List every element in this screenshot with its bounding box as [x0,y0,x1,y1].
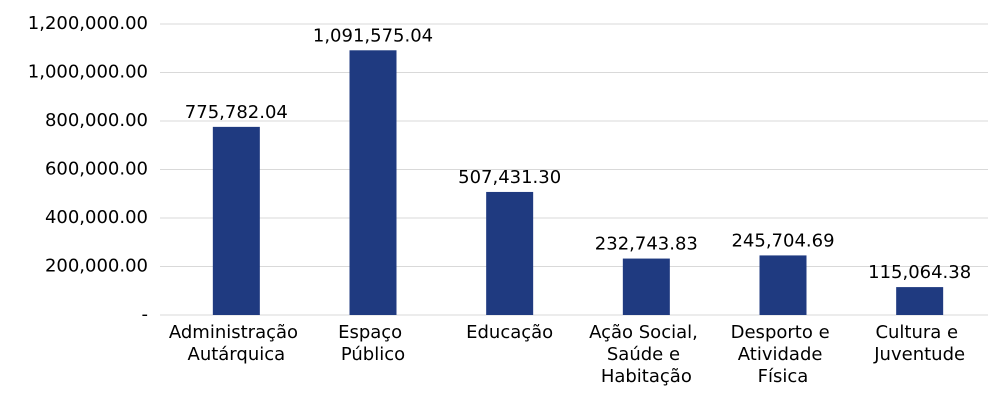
y-tick-label: 1,000,000.00 [28,62,148,83]
x-tick-label: Administração Autárquica [169,322,304,365]
bar [349,50,397,315]
bar [622,258,670,315]
y-tick-label: 1,200,000.00 [28,13,148,34]
y-tick-label: 600,000.00 [45,159,148,180]
data-label: 507,431.30 [458,167,561,188]
data-label: 245,704.69 [731,230,834,251]
y-tick-label: 800,000.00 [45,110,148,131]
data-label: 775,782.04 [185,102,288,123]
bar [212,126,260,315]
x-tick-label: Ação Social, Saúde e Habitação [589,322,703,387]
bar [759,255,807,315]
x-tick-label: Cultura e Juventude [873,322,965,365]
data-label: 232,743.83 [595,234,698,255]
y-tick-label: - [142,304,149,325]
bar [896,287,944,315]
bar [486,191,534,315]
x-tick-label: Educação [466,322,553,343]
data-label: 1,091,575.04 [313,25,433,46]
y-tick-label: 200,000.00 [45,256,148,277]
data-label: 115,064.38 [868,262,971,283]
y-tick-label: 400,000.00 [45,207,148,228]
x-tick-label: Espaço Público [338,322,408,365]
x-tick-label: Desporto e Atividade Física [731,322,836,387]
